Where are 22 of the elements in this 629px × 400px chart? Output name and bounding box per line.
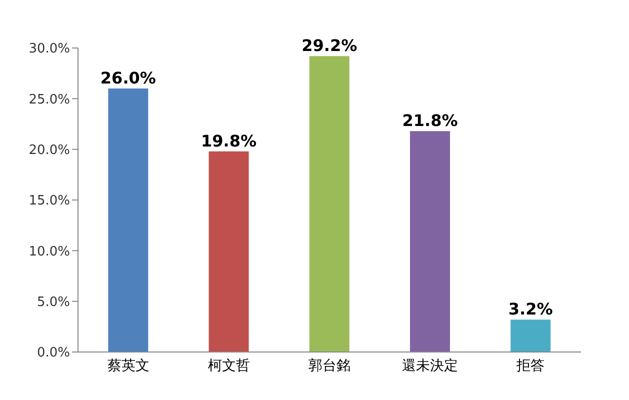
y-tick-label: 20.0% [28, 142, 70, 158]
y-tick-label: 15.0% [28, 194, 70, 209]
data-label: 29.2% [302, 36, 358, 56]
y-tick-label: 10.0% [28, 244, 70, 260]
y-tick-label: 0.0% [36, 346, 70, 361]
data-label: 19.8% [201, 131, 257, 150]
bar [510, 320, 551, 352]
x-tick-label: 柯文哲 [208, 358, 250, 374]
x-tick-label: 拒答 [516, 358, 545, 374]
data-label: 3.2% [508, 300, 553, 319]
data-label: 26.0% [100, 68, 156, 88]
y-tick-label: 25.0% [28, 92, 70, 108]
data-label: 21.8% [402, 111, 458, 130]
x-tick-label: 蔡英文 [107, 358, 150, 374]
x-tick-label: 郭台銘 [308, 358, 350, 374]
bar [208, 151, 249, 352]
bar [309, 56, 350, 352]
bar [410, 131, 450, 352]
y-tick-label: 30.0% [28, 42, 70, 57]
bar [108, 88, 148, 352]
x-tick-label: 還未決定 [402, 358, 458, 374]
y-tick-label: 5.0% [36, 294, 70, 310]
